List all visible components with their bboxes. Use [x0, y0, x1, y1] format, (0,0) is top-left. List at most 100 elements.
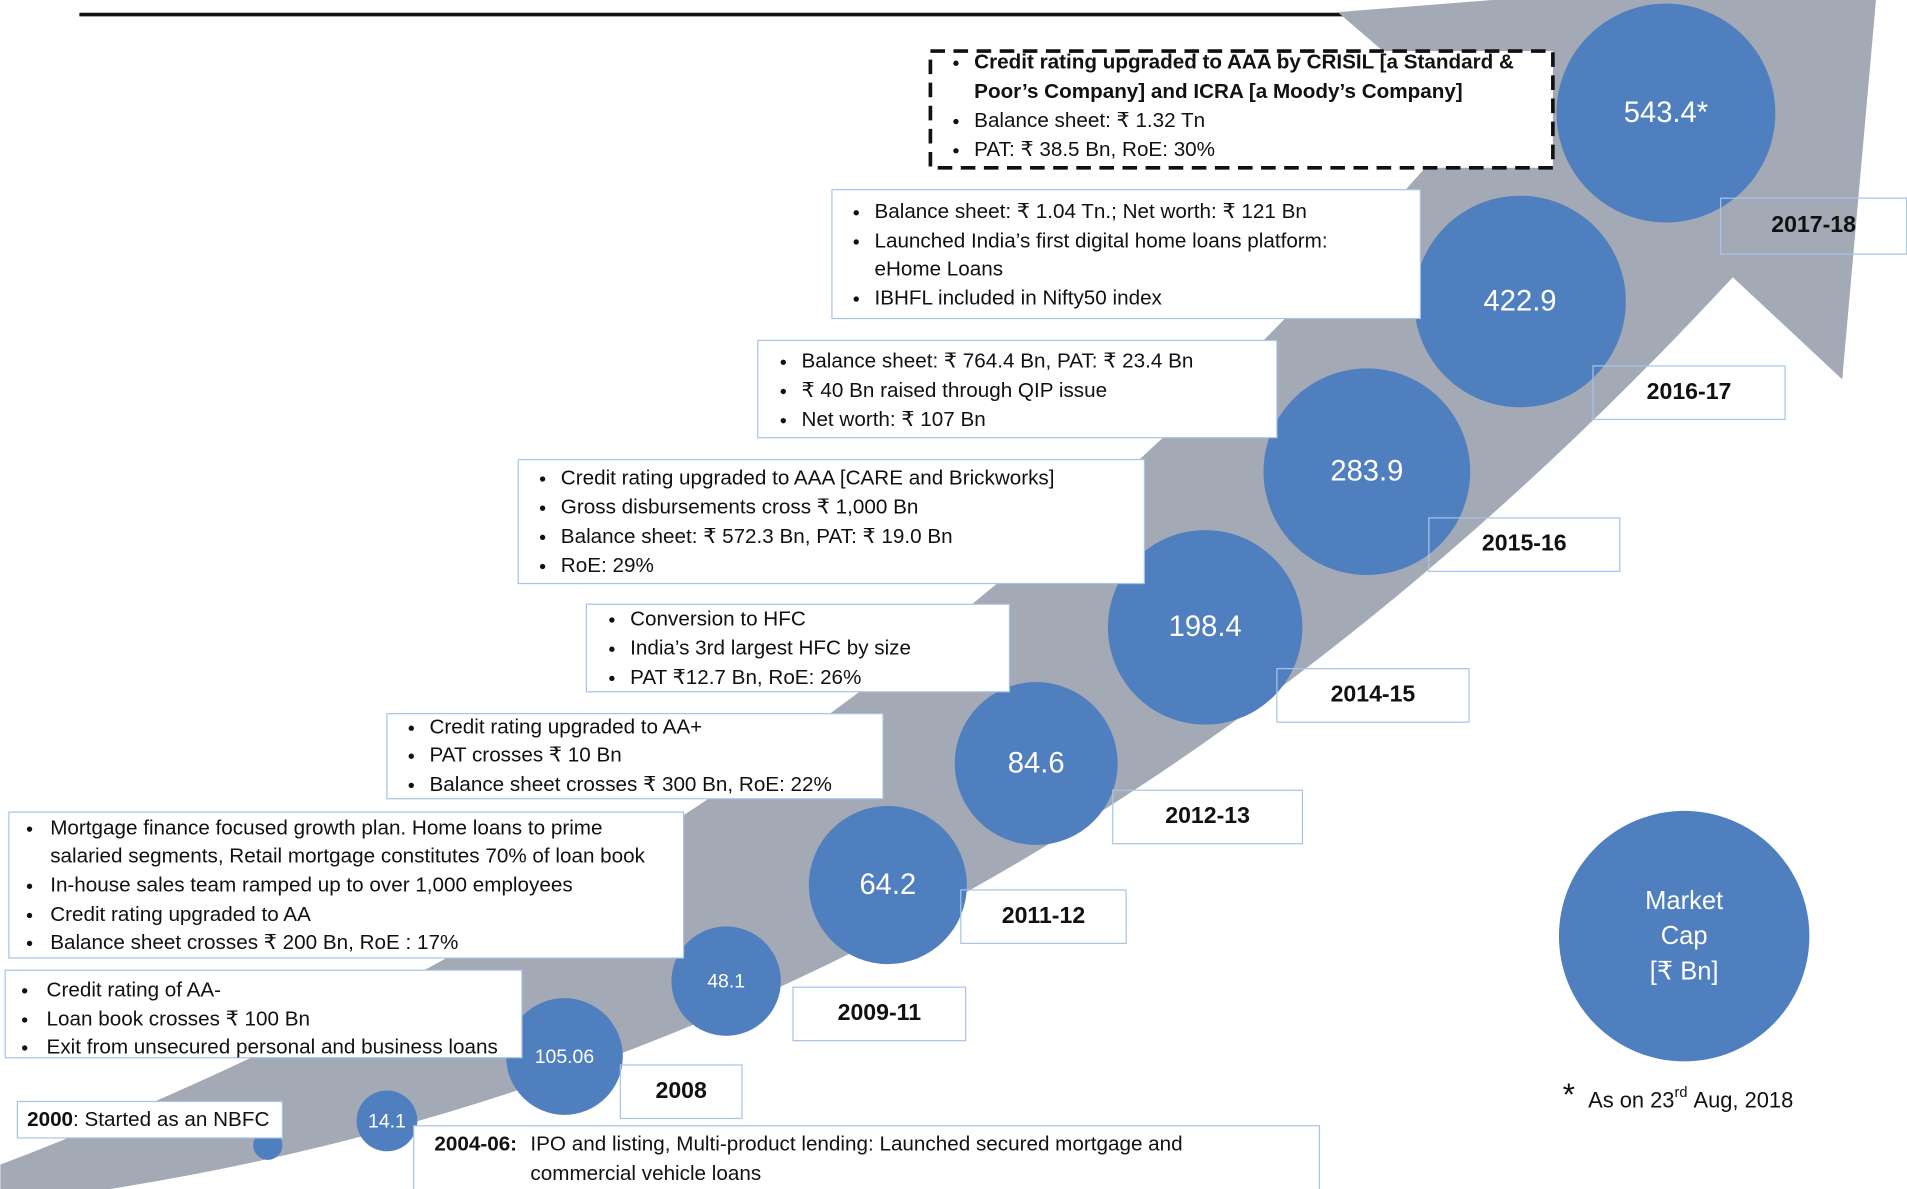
- market-cap: 48.1: [707, 970, 745, 992]
- note-line: Balance sheet: ₹ 764.4 Bn, PAT: ₹ 23.4 B…: [802, 350, 1194, 373]
- note-line: In-house sales team ramped up to over 1,…: [50, 874, 572, 897]
- note-box: [4, 969, 523, 1059]
- year-box: [1592, 365, 1786, 421]
- note-line: PAT ₹12.7 Bn, RoE: 26%: [630, 666, 861, 689]
- note-line: Gross disbursements cross ₹ 1,000 Bn: [561, 496, 919, 519]
- bullet: [539, 563, 546, 570]
- legend-text: [₹ Bn]: [1650, 957, 1719, 985]
- bullet: [539, 534, 546, 541]
- milestone-circle: [1556, 3, 1776, 223]
- note-line: India’s 3rd largest HFC by size: [630, 637, 911, 660]
- legend-text: Cap: [1661, 922, 1708, 950]
- market-cap: 64.2: [859, 869, 916, 901]
- year-box: [792, 986, 967, 1042]
- legend-text: Market: [1645, 887, 1723, 915]
- year-label: 2009-11: [838, 999, 922, 1025]
- note-box: [517, 458, 1145, 585]
- year-box: [1276, 668, 1470, 723]
- milestone-circle: [808, 806, 967, 965]
- note-line: ₹ 40 Bn raised through QIP issue: [802, 379, 1108, 402]
- bullet: [853, 239, 859, 245]
- bullet: [408, 753, 414, 759]
- milestone-circle: [506, 998, 623, 1115]
- note-box: [585, 603, 1011, 693]
- note-box: [16, 1100, 284, 1139]
- year-label: 2000: [27, 1108, 73, 1131]
- note-line: Balance sheet: ₹ 1.04 Tn.; Net worth: ₹ …: [874, 200, 1306, 223]
- year-label: 2004-06:: [434, 1133, 517, 1156]
- milestone-circle: [356, 1090, 418, 1152]
- year-label: 2015-16: [1482, 530, 1567, 556]
- bullet: [21, 988, 28, 994]
- bullet: [953, 118, 959, 125]
- note-line: IBHFL included in Nifty50 index: [874, 287, 1162, 310]
- note-line: RoE: 29%: [561, 554, 654, 577]
- footnote-rest: Aug, 2018: [1694, 1087, 1794, 1112]
- bullet: [953, 60, 959, 66]
- footnote-sup: rd: [1674, 1085, 1687, 1101]
- note-line: Balance sheet: ₹ 572.3 Bn, PAT: ₹ 19.0 B…: [561, 525, 953, 548]
- note-box: [413, 1125, 1321, 1189]
- milestone-circle: [1414, 195, 1626, 408]
- note-line: Poor’s Company] and ICRA [a Moody’s Comp…: [974, 80, 1463, 103]
- note-line: Balance sheet crosses ₹ 200 Bn, RoE : 17…: [50, 931, 458, 954]
- milestone-circle: [954, 682, 1118, 845]
- note-line: PAT: ₹ 38.5 Bn, RoE: 30%: [974, 138, 1215, 161]
- note-box: [831, 189, 1421, 320]
- note-line: Conversion to HFC: [630, 607, 806, 630]
- legend-circle: [1558, 810, 1810, 1062]
- note-line: Credit rating upgraded to AAA [CARE and …: [561, 466, 1055, 489]
- note-line: Credit rating of AA-: [47, 978, 222, 1001]
- bullet: [21, 1017, 28, 1023]
- milestone-circle: [1107, 530, 1303, 725]
- footnote: As on 23rd Aug, 2018: [1588, 1085, 1793, 1112]
- note-line: Launched India’s first digital home loan…: [874, 229, 1327, 252]
- footnote-text: As on 23: [1588, 1087, 1674, 1112]
- year-label: 2014-15: [1331, 681, 1416, 707]
- note-line: Credit rating upgraded to AAA by CRISIL …: [974, 51, 1514, 74]
- note-line: PAT crosses ₹ 10 Bn: [430, 744, 622, 767]
- bullet: [853, 296, 859, 302]
- bullet: [609, 617, 615, 623]
- note-line: Credit rating upgraded to AA: [50, 903, 311, 926]
- footnote-mark: *: [1563, 1076, 1575, 1112]
- milestone-circle: [671, 926, 781, 1036]
- bullet: [408, 782, 414, 789]
- note-box: [386, 713, 884, 800]
- note-line: commercial vehicle loans: [530, 1162, 761, 1185]
- note-line: Credit rating upgraded to AA+: [430, 716, 703, 739]
- bullet: [609, 646, 615, 652]
- note-line: eHome Loans: [874, 257, 1003, 280]
- market-cap: 543.4*: [1624, 97, 1708, 129]
- note-line: Exit from unsecured personal and busines…: [47, 1035, 498, 1058]
- note-line: Loan book crosses ₹ 100 Bn: [47, 1007, 310, 1030]
- note-box: [928, 49, 1555, 170]
- note-box: [757, 339, 1278, 439]
- note-line: Mortgage finance focused growth plan. Ho…: [50, 817, 602, 840]
- year-box: [619, 1064, 743, 1120]
- market-cap: 198.4: [1169, 611, 1242, 643]
- bullet: [953, 148, 959, 154]
- year-label: 2011-12: [1002, 902, 1085, 928]
- year-box: [1112, 789, 1304, 845]
- market-cap: 84.6: [1008, 747, 1065, 779]
- bullet: [780, 359, 786, 365]
- market-cap: 422.9: [1484, 285, 1557, 317]
- bullet: [539, 505, 546, 511]
- milestone-circle: [1263, 368, 1471, 576]
- note-text: 2000: Started as an NBFC: [27, 1108, 269, 1131]
- market-cap: 14.1: [368, 1110, 406, 1132]
- year-label: 2008: [656, 1077, 708, 1103]
- year-label: 2016-17: [1647, 378, 1732, 404]
- note-line: IPO and listing, Multi-product lending: …: [530, 1133, 1182, 1156]
- note-line: Balance sheet: ₹ 1.32 Tn: [974, 109, 1205, 132]
- year-box: [960, 889, 1127, 945]
- market-cap: 283.9: [1330, 456, 1403, 488]
- bullet: [21, 1045, 28, 1051]
- note-line: Net worth: ₹ 107 Bn: [802, 408, 986, 431]
- market-cap: 105.06: [535, 1046, 594, 1068]
- bullet: [26, 826, 33, 832]
- year-box: [1428, 517, 1621, 573]
- bullet: [408, 725, 414, 731]
- bullet: [539, 476, 546, 482]
